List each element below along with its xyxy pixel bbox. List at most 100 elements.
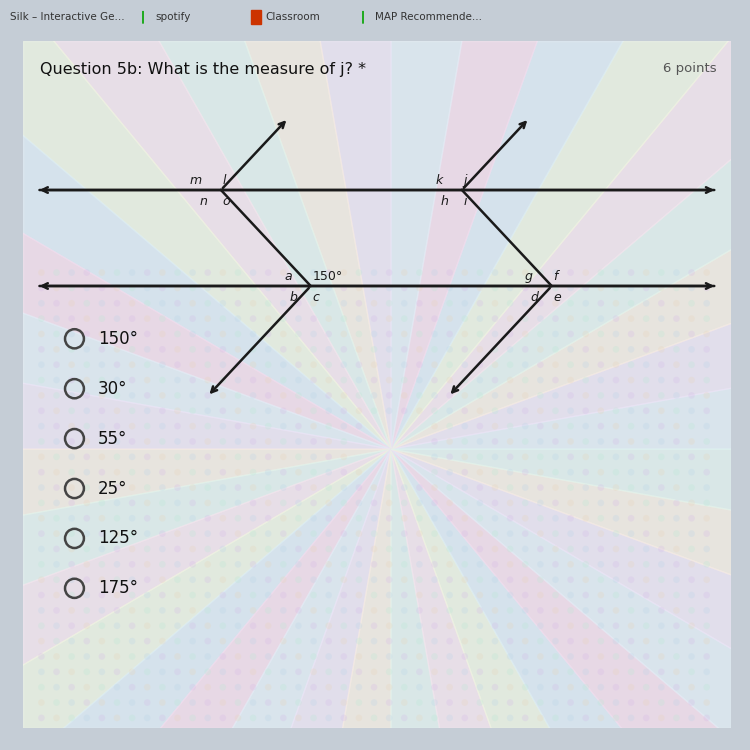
- Circle shape: [265, 315, 272, 322]
- Circle shape: [522, 392, 529, 399]
- Circle shape: [235, 407, 242, 414]
- Circle shape: [189, 269, 196, 276]
- Circle shape: [613, 607, 620, 613]
- Circle shape: [98, 484, 105, 491]
- Circle shape: [265, 699, 272, 706]
- Circle shape: [250, 653, 256, 660]
- Circle shape: [416, 638, 423, 644]
- Circle shape: [522, 315, 529, 322]
- Circle shape: [598, 607, 604, 613]
- Circle shape: [704, 438, 710, 445]
- Circle shape: [507, 668, 514, 675]
- Circle shape: [220, 515, 226, 522]
- Circle shape: [326, 484, 332, 491]
- Circle shape: [38, 284, 45, 291]
- Circle shape: [552, 407, 559, 414]
- Circle shape: [537, 622, 544, 629]
- Circle shape: [189, 576, 196, 583]
- Circle shape: [688, 376, 694, 383]
- Circle shape: [628, 699, 634, 706]
- Circle shape: [68, 545, 75, 552]
- Circle shape: [205, 284, 211, 291]
- Circle shape: [53, 699, 60, 706]
- Circle shape: [613, 454, 620, 460]
- Circle shape: [280, 576, 286, 583]
- Circle shape: [356, 607, 362, 613]
- Circle shape: [704, 530, 710, 537]
- Circle shape: [674, 561, 680, 568]
- Circle shape: [129, 638, 136, 644]
- Circle shape: [326, 362, 332, 368]
- Circle shape: [235, 484, 242, 491]
- Circle shape: [114, 438, 120, 445]
- Circle shape: [174, 699, 181, 706]
- Circle shape: [522, 699, 529, 706]
- Circle shape: [492, 269, 498, 276]
- Circle shape: [704, 284, 710, 291]
- Circle shape: [38, 300, 45, 307]
- Circle shape: [386, 346, 392, 352]
- Circle shape: [326, 469, 332, 476]
- Circle shape: [567, 576, 574, 583]
- Circle shape: [688, 331, 694, 338]
- Circle shape: [129, 684, 136, 691]
- Circle shape: [265, 331, 272, 338]
- Circle shape: [220, 315, 226, 322]
- Circle shape: [205, 469, 211, 476]
- Circle shape: [250, 484, 256, 491]
- Circle shape: [370, 269, 377, 276]
- Circle shape: [674, 699, 680, 706]
- Circle shape: [326, 331, 332, 338]
- Circle shape: [386, 653, 392, 660]
- Circle shape: [613, 715, 620, 722]
- Circle shape: [431, 500, 438, 506]
- Circle shape: [310, 699, 316, 706]
- Circle shape: [114, 653, 120, 660]
- Circle shape: [567, 638, 574, 644]
- Circle shape: [220, 545, 226, 552]
- Circle shape: [280, 653, 286, 660]
- Circle shape: [326, 407, 332, 414]
- Circle shape: [53, 653, 60, 660]
- Circle shape: [386, 668, 392, 675]
- Circle shape: [340, 284, 347, 291]
- Circle shape: [401, 668, 407, 675]
- Circle shape: [522, 300, 529, 307]
- Circle shape: [159, 607, 166, 613]
- Circle shape: [507, 300, 514, 307]
- Circle shape: [326, 346, 332, 352]
- Circle shape: [310, 530, 316, 537]
- Circle shape: [326, 576, 332, 583]
- Circle shape: [265, 392, 272, 399]
- Circle shape: [144, 362, 151, 368]
- Circle shape: [537, 638, 544, 644]
- Circle shape: [416, 315, 423, 322]
- Circle shape: [296, 454, 302, 460]
- Circle shape: [370, 407, 377, 414]
- Circle shape: [386, 530, 392, 537]
- Circle shape: [159, 331, 166, 338]
- Circle shape: [416, 576, 423, 583]
- Circle shape: [674, 607, 680, 613]
- Circle shape: [476, 392, 483, 399]
- Circle shape: [189, 300, 196, 307]
- Circle shape: [144, 392, 151, 399]
- Circle shape: [567, 545, 574, 552]
- Wedge shape: [60, 0, 391, 449]
- Wedge shape: [276, 449, 391, 750]
- Circle shape: [220, 684, 226, 691]
- Circle shape: [356, 500, 362, 506]
- Circle shape: [68, 300, 75, 307]
- Circle shape: [674, 376, 680, 383]
- Circle shape: [53, 315, 60, 322]
- Circle shape: [613, 346, 620, 352]
- Circle shape: [431, 454, 438, 460]
- Circle shape: [83, 530, 90, 537]
- Circle shape: [461, 545, 468, 552]
- Circle shape: [674, 515, 680, 522]
- Circle shape: [552, 484, 559, 491]
- Circle shape: [129, 607, 136, 613]
- Circle shape: [129, 454, 136, 460]
- Circle shape: [340, 638, 347, 644]
- Circle shape: [310, 561, 316, 568]
